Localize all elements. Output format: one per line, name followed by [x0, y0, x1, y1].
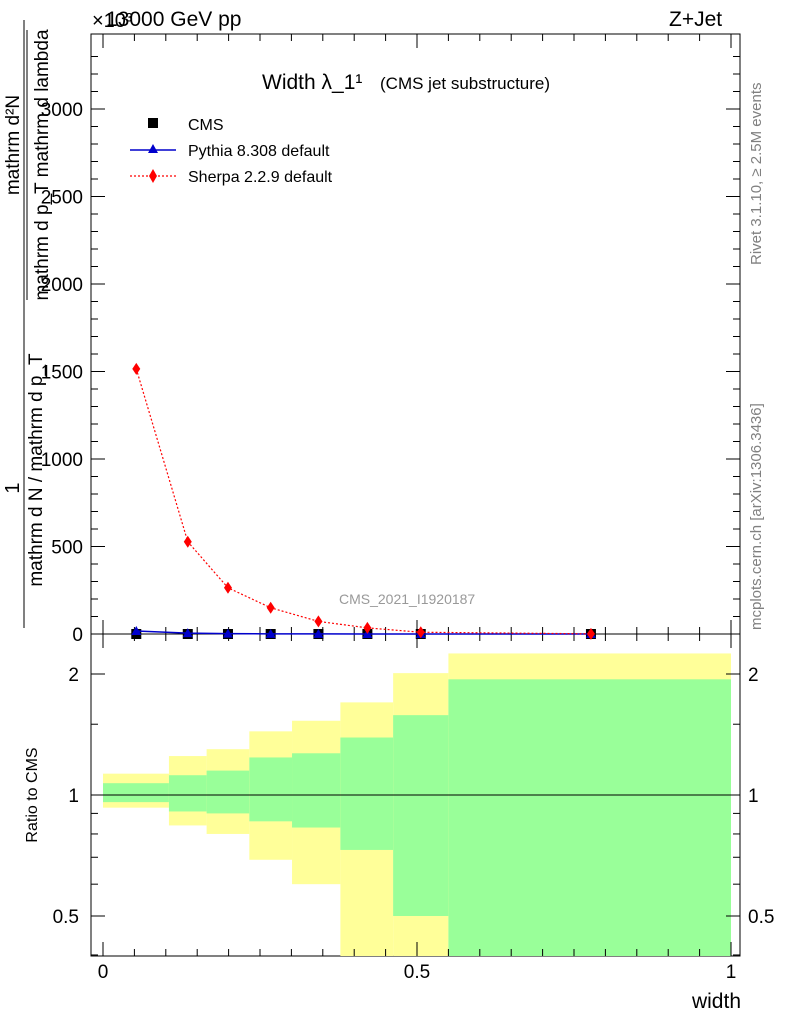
energy-label: 13000 GeV pp — [106, 8, 242, 31]
series-line-2 — [135, 368, 591, 635]
ratio-inner-band-bin — [340, 737, 394, 850]
main-y-tick-label: 2000 — [41, 275, 83, 296]
ratio-y-tick-label: 0.5 — [53, 907, 79, 928]
plot-subtitle: (CMS jet substructure) — [380, 74, 550, 93]
main-y-tick-label: 3000 — [41, 100, 83, 121]
legend: CMS Pythia 8.308 default Sherpa 2.2.9 de… — [130, 117, 333, 186]
sherpa-data-point — [223, 581, 232, 594]
pythia-data-point — [182, 628, 193, 638]
series-layer — [131, 362, 596, 640]
sherpa-data-point — [314, 615, 323, 628]
legend-pythia-marker — [148, 144, 158, 153]
legend-pythia-label: Pythia 8.308 default — [188, 143, 330, 160]
x-tick-label: 0 — [98, 962, 109, 983]
main-y-tick-label: 1500 — [41, 363, 83, 384]
main-y-tick-label: 1000 — [41, 450, 83, 471]
legend-sherpa-label: Sherpa 2.2.9 default — [188, 169, 333, 186]
legend-cms-label: CMS — [188, 117, 224, 134]
pythia-data-point — [131, 626, 142, 636]
legend-sherpa-marker — [149, 169, 157, 183]
ratio-inner-band-bin — [168, 775, 207, 812]
rivet-label: Rivet 3.1.10, ≥ 2.5M events — [748, 83, 765, 266]
sherpa-data-point — [586, 627, 595, 640]
pythia-data-point — [313, 628, 324, 638]
mcplots-label: mcplots.cern.ch [arXiv:1306.3436] — [748, 403, 765, 630]
main-y-tick-label: 0 — [72, 625, 83, 646]
ratio-y-tick-label-right: 1 — [748, 786, 759, 807]
y-exponent-label: ×10³ — [92, 10, 133, 32]
y-label-frac-top: mathrm d²N — [3, 95, 24, 195]
ratio-y-label: Ratio to CMS — [24, 747, 41, 842]
ratio-inner-band-bin — [103, 783, 169, 803]
x-axis-label: width — [691, 990, 741, 1013]
analysis-watermark: CMS_2021_I1920187 — [339, 591, 475, 607]
ratio-bands — [103, 653, 731, 956]
ratio-y-tick-label: 1 — [68, 786, 79, 807]
pythia-data-point — [222, 628, 233, 638]
main-y-tick-label: 2500 — [41, 188, 83, 209]
ratio-y-tick-label-right: 2 — [748, 665, 759, 686]
sherpa-data-point — [266, 601, 275, 614]
series-line-1 — [136, 630, 591, 635]
x-tick-label: 1 — [726, 962, 737, 983]
ratio-inner-band-bin — [393, 715, 449, 916]
sherpa-data-point — [183, 535, 192, 548]
main-y-tick-label: 500 — [51, 538, 83, 559]
process-label: Z+Jet — [669, 8, 723, 31]
x-tick-label: 0.5 — [404, 962, 430, 983]
y-label-denominator: mathrm d N / mathrm d p_T — [26, 353, 47, 587]
sherpa-data-point — [416, 626, 425, 639]
ratio-inner-band-bin — [448, 679, 731, 956]
ratio-y-tick-label-right: 0.5 — [748, 907, 774, 928]
pythia-data-point — [265, 628, 276, 638]
main-axes: 0 500 1000 1500 2000 2500 3000 — [41, 34, 740, 646]
main-y-axis-label: 1 mathrm d²N mathrm d p_T mathrm d lambd… — [2, 20, 53, 628]
plot-title: Width λ_1¹ — [262, 71, 362, 94]
sherpa-data-point — [363, 621, 372, 634]
ratio-axes: 0.5 0.5 1 1 2 2 0 0.5 1 — [53, 634, 774, 983]
ratio-y-tick-label: 2 — [68, 665, 79, 686]
y-label-frac-bottom: mathrm d p_T mathrm d lambda — [32, 29, 53, 300]
ratio-inner-band-bin — [292, 753, 341, 828]
y-label-numerator: 1 — [2, 482, 24, 493]
legend-cms-marker — [148, 118, 158, 128]
ratio-inner-band-bin — [206, 770, 250, 814]
sherpa-data-point — [132, 362, 141, 375]
ratio-inner-band-bin — [249, 757, 293, 822]
